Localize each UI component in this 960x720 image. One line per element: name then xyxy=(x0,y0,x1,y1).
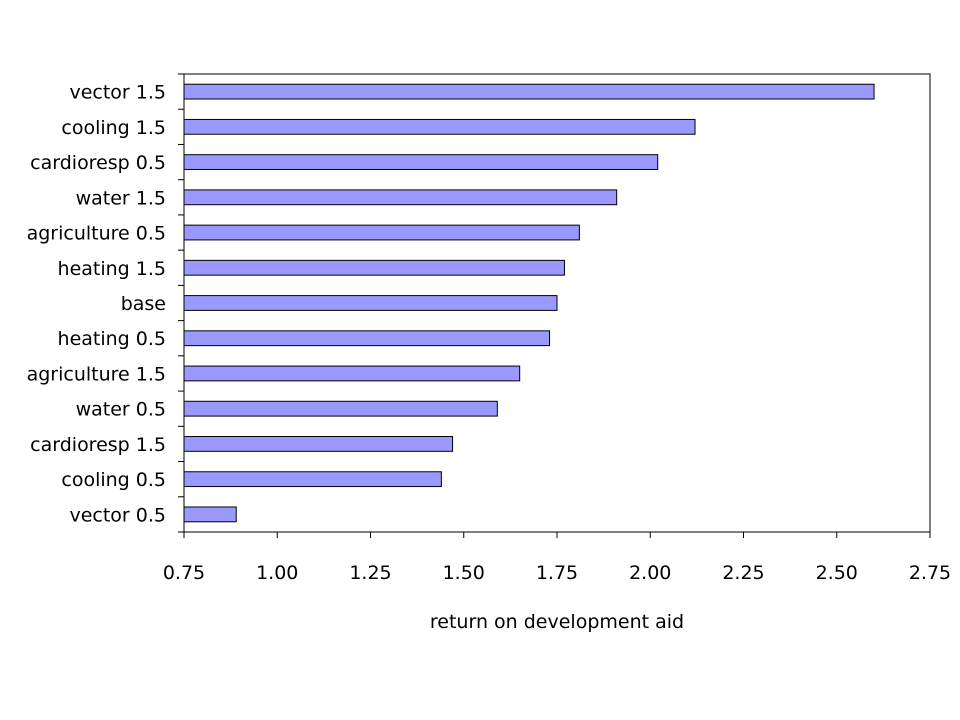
bar xyxy=(183,154,659,170)
category-label: cooling 1.5 xyxy=(61,117,166,139)
bar xyxy=(183,436,454,452)
x-tick-labels-group: 0.75 1.00 1.25 1.50 1.75 2.00 2.25 2.50 2.75 xyxy=(163,562,951,584)
x-tick-label: 0.75 xyxy=(163,562,205,584)
bar xyxy=(183,400,498,417)
bar xyxy=(183,471,442,488)
category-label: agriculture 0.5 xyxy=(27,223,166,245)
category-ticks-group xyxy=(178,73,184,533)
x-tick-label: 1.00 xyxy=(256,562,298,584)
bar xyxy=(183,506,237,523)
x-tick-label: 2.50 xyxy=(816,562,858,584)
category-label: cardioresp 1.5 xyxy=(30,434,166,456)
bar xyxy=(183,330,551,347)
bar xyxy=(183,365,521,382)
category-label: water 0.5 xyxy=(76,399,166,421)
category-label: heating 0.5 xyxy=(58,328,166,350)
bar xyxy=(183,295,558,311)
bar xyxy=(183,189,618,206)
x-axis-title: return on development aid xyxy=(430,611,684,633)
x-ticks-group xyxy=(183,532,931,538)
x-tick-label: 2.00 xyxy=(629,562,671,584)
x-tick-label: 1.75 xyxy=(536,562,578,584)
x-tick-label: 1.50 xyxy=(443,562,485,584)
bar xyxy=(183,118,696,135)
category-label: agriculture 1.5 xyxy=(27,363,166,385)
x-tick-label: 2.25 xyxy=(722,562,764,584)
category-label: water 1.5 xyxy=(76,187,166,209)
category-label: cooling 0.5 xyxy=(61,469,166,491)
bars-group xyxy=(183,83,875,523)
bar xyxy=(183,224,580,241)
category-label: heating 1.5 xyxy=(58,258,166,280)
bar xyxy=(183,259,565,276)
category-label: vector 1.5 xyxy=(69,82,166,104)
category-label: base xyxy=(121,293,166,315)
category-label: cardioresp 0.5 xyxy=(30,152,166,174)
category-labels-group: vector 1.5 cooling 1.5 cardioresp 0.5 water… xyxy=(27,82,166,527)
x-tick-label: 2.75 xyxy=(909,562,951,584)
category-label: vector 0.5 xyxy=(69,504,166,526)
x-tick-label: 1.25 xyxy=(349,562,391,584)
bar xyxy=(183,83,875,100)
